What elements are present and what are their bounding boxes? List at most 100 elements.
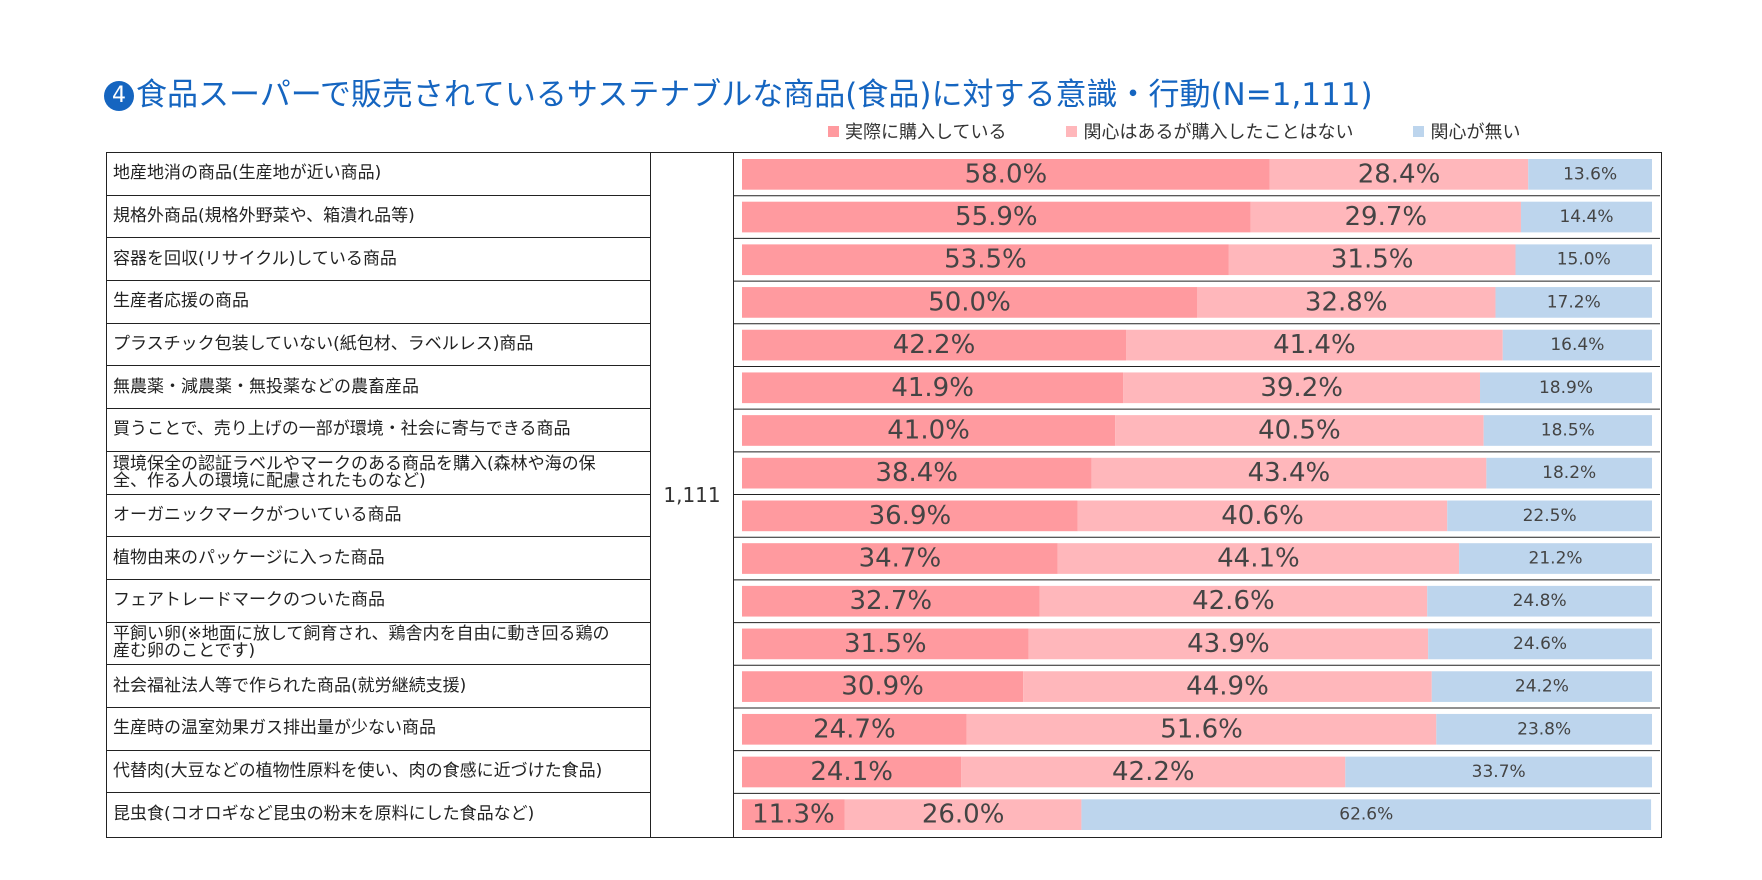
data-label: 42.2% <box>893 330 976 360</box>
bar-segment <box>1039 585 1428 617</box>
category-label-text: 容器を回収(リサイクル)している商品 <box>113 248 397 269</box>
bar-segment <box>742 799 845 830</box>
data-label: 32.7% <box>849 586 932 616</box>
chart-title-text: 食品スーパーで販売されているサステナブルな商品(食品)に対する意識・行動(N=1… <box>136 76 1373 113</box>
category-label: 地産地消の商品(生産地が近い商品) <box>107 153 650 196</box>
bar-segment <box>961 756 1346 788</box>
category-label-text: 生産者応援の商品 <box>113 291 249 312</box>
legend-item: 関心はあるが購入したことはない <box>1066 118 1353 144</box>
bar-segment <box>1428 628 1652 660</box>
bar-segment <box>742 159 1270 190</box>
sample-size-cell: 1,111 <box>651 153 734 837</box>
bar-segment <box>742 585 1040 617</box>
bar-segment <box>1028 628 1429 660</box>
legend-label: 実際に購入している <box>845 122 1007 143</box>
legend-label: 関心はあるが購入したことはない <box>1083 122 1354 143</box>
data-label: 15.0% <box>1557 250 1611 270</box>
data-label: 22.5% <box>1523 506 1577 526</box>
data-label: 24.7% <box>813 714 896 744</box>
bar-segment <box>844 799 1082 830</box>
data-label: 62.6% <box>1339 805 1393 825</box>
data-label: 11.3% <box>752 800 835 830</box>
bar-segment <box>1126 329 1503 361</box>
data-label: 29.7% <box>1345 202 1428 232</box>
data-label: 31.5% <box>1331 245 1414 275</box>
category-label: オーガニックマークがついている商品 <box>107 495 650 538</box>
data-table: 地産地消の商品(生産地が近い商品) 規格外商品(規格外野菜や、箱潰れ品等) 容器を回… <box>106 152 1662 838</box>
bar-segment <box>742 415 1116 446</box>
category-label: 平飼い卵(※地面に放して飼育され、鶏舎内を自由に動き回る鶏の産む卵のことです) <box>107 623 650 666</box>
bar-segment <box>1269 159 1529 190</box>
bar-segment <box>1345 756 1652 788</box>
legend-item: 実際に購入している <box>828 118 1006 144</box>
category-label: 買うことで、売り上げの一部が環境・社会に寄与できる商品 <box>107 409 650 452</box>
bar-segment <box>1480 372 1652 404</box>
data-label: 41.4% <box>1273 330 1356 360</box>
data-label: 44.1% <box>1217 544 1300 574</box>
bar-segment <box>1250 201 1521 233</box>
bar-segment <box>966 713 1437 745</box>
legend: 実際に購入している 関心はあるが購入したことはない 関心が無い <box>828 118 1520 144</box>
bar-segment <box>742 756 962 788</box>
category-label: フェアトレードマークのついた商品 <box>107 580 650 623</box>
category-label-text: 平飼い卵(※地面に放して飼育され、鶏舎内を自由に動き回る鶏の産む卵のことです) <box>113 624 610 662</box>
bar-segment <box>1520 201 1652 233</box>
data-label: 24.8% <box>1513 591 1567 611</box>
bar-segment <box>1081 799 1652 830</box>
bar-segment <box>742 500 1078 532</box>
bar-segment <box>1528 159 1652 190</box>
bar-segment <box>1427 585 1652 617</box>
category-label: 規格外商品(規格外野菜や、箱潰れ品等) <box>107 196 650 239</box>
legend-label: 関心が無い <box>1430 122 1521 143</box>
bar-segment <box>1077 500 1448 532</box>
bar-segment <box>742 244 1229 276</box>
category-label-text: 環境保全の認証ラベルやマークのある商品を購入(森林や海の保全、作る人の環境に配慮… <box>113 453 596 491</box>
bar-segment <box>1447 500 1652 532</box>
bar-segment <box>742 201 1251 233</box>
category-label: 生産者応援の商品 <box>107 281 650 324</box>
data-label: 43.4% <box>1248 458 1331 488</box>
data-label: 17.2% <box>1547 292 1601 312</box>
data-label: 39.2% <box>1260 373 1343 403</box>
bar-segment <box>1495 287 1652 318</box>
category-label-text: 社会福祉法人等で作られた商品(就労継続支援) <box>113 675 467 696</box>
bar-segment <box>742 713 967 745</box>
bar-segment <box>742 628 1029 660</box>
data-label: 43.9% <box>1187 629 1270 659</box>
data-label: 41.9% <box>891 373 974 403</box>
data-label: 28.4% <box>1358 159 1441 189</box>
stacked-bar-chart: 58.0% 28.4% 13.6% 55.9% 29.7% 14.4% 53.5% 31.5%… <box>734 159 1660 830</box>
category-label: 植物由来のパッケージに入った商品 <box>107 537 650 580</box>
bar-segment <box>742 287 1197 318</box>
data-label: 42.2% <box>1112 757 1195 787</box>
bar-segment <box>1486 457 1652 489</box>
bar-segment <box>1515 244 1652 276</box>
data-label: 51.6% <box>1160 714 1243 744</box>
category-label-text: 生産時の温室効果ガス排出量が少ない商品 <box>113 718 436 739</box>
bar-segment <box>1123 372 1481 404</box>
bar-segment <box>742 372 1124 404</box>
data-label: 24.1% <box>810 757 893 787</box>
data-label: 41.0% <box>887 415 970 445</box>
data-label: 14.4% <box>1559 207 1613 227</box>
bar-segment <box>742 457 1092 489</box>
data-label: 21.2% <box>1529 549 1583 569</box>
category-label-text: 無農薬・減農薬・無投薬などの農畜産品 <box>113 376 419 397</box>
category-label: 代替肉(大豆などの植物性原料を使い、肉の食感に近づけた食品) <box>107 751 650 794</box>
section-number-badge: 4 <box>104 80 134 111</box>
data-label: 18.9% <box>1539 378 1593 398</box>
bar-segment <box>1431 671 1652 702</box>
data-label: 38.4% <box>875 458 958 488</box>
category-label: 環境保全の認証ラベルやマークのある商品を購入(森林や海の保全、作る人の環境に配慮… <box>107 452 650 495</box>
bar-segment <box>1091 457 1487 489</box>
data-label: 55.9% <box>955 202 1038 232</box>
data-label: 26.0% <box>922 800 1005 830</box>
category-label-text: フェアトレードマークのついた商品 <box>113 590 385 611</box>
data-label: 24.2% <box>1515 677 1569 697</box>
bar-segment <box>742 543 1058 574</box>
category-label: 昆虫食(コオロギなど昆虫の粉末を原料にした食品など) <box>107 793 650 836</box>
category-label-column: 地産地消の商品(生産地が近い商品) 規格外商品(規格外野菜や、箱潰れ品等) 容器を回… <box>107 153 651 837</box>
data-label: 33.7% <box>1472 762 1526 782</box>
data-label: 18.5% <box>1541 420 1595 440</box>
bar-segment <box>742 671 1024 702</box>
